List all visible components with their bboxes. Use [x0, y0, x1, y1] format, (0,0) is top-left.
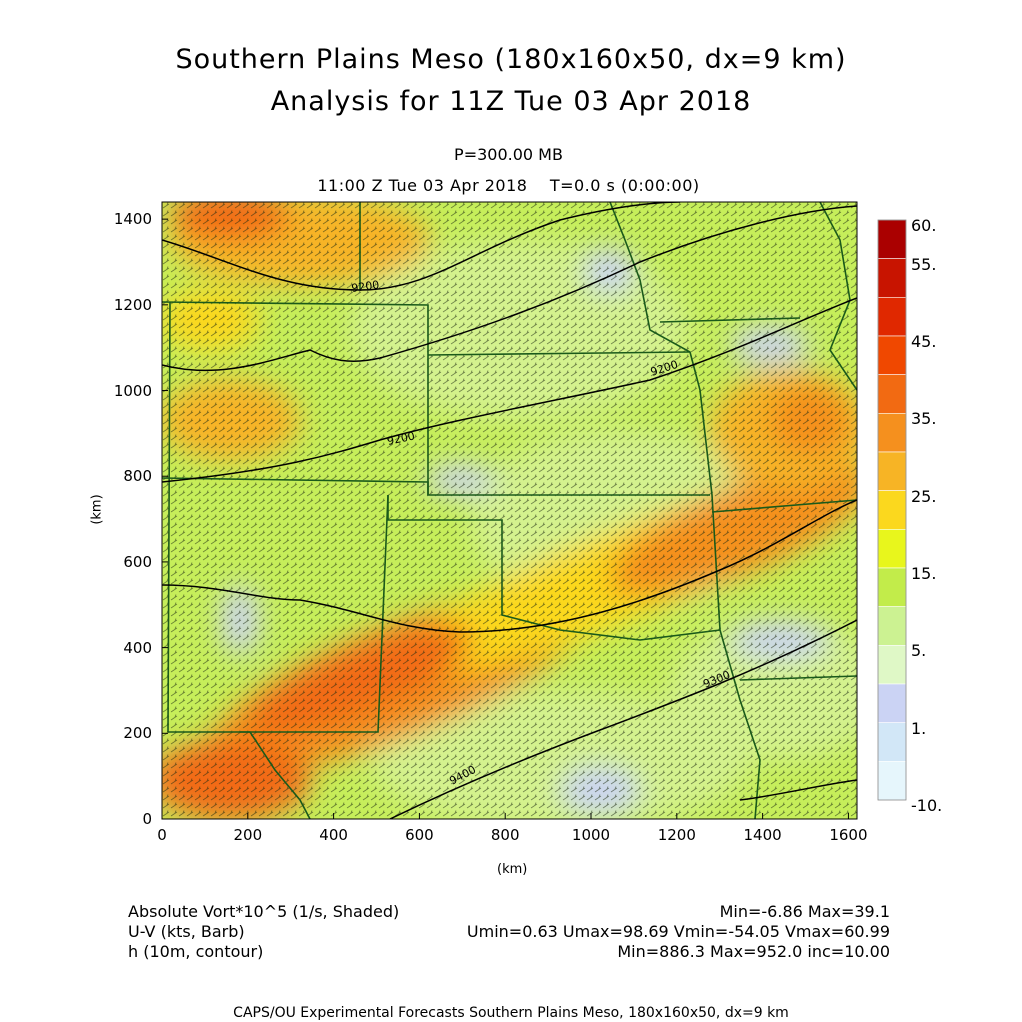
plot-frame [161, 201, 858, 820]
y-tick-label: 400 [123, 638, 152, 657]
colorbar-swatch [877, 761, 907, 801]
colorbar-swatch [877, 258, 907, 298]
colorbar-swatch [877, 722, 907, 762]
colorbar-label: -10. [911, 796, 943, 815]
valid-time: 11:00 Z Tue 03 Apr 2018 [317, 176, 528, 195]
x-axis-label: (km) [497, 862, 528, 877]
colorbar-swatch [877, 451, 907, 491]
colorbar-swatch [877, 529, 907, 569]
x-tick-label: 600 [405, 826, 434, 844]
contour-label: 9200 [351, 278, 381, 295]
x-tick-label: 1000 [571, 826, 611, 844]
vorticity-shading [162, 202, 857, 819]
colorbar-label: 25. [911, 486, 937, 506]
y-tick-label: 1000 [113, 381, 152, 400]
colorbar-swatch [877, 645, 907, 685]
colorbar-swatch [877, 413, 907, 453]
model-time: T=0.0 s (0:00:00) [549, 176, 700, 195]
valid-time-line: 11:00 Z Tue 03 Apr 2018 T=0.0 s (0:00:00… [160, 176, 857, 195]
colorbar-swatch [877, 606, 907, 646]
colorbar-swatch [877, 567, 907, 607]
field1-stats: Min=-6.86 Max=39.1 [719, 902, 890, 921]
state-borders [162, 202, 857, 819]
colorbar-label: 35. [911, 409, 937, 429]
height-contours [162, 202, 857, 819]
y-tick-label: 0 [142, 810, 152, 828]
field2-label: U-V (kts, Barb) [128, 922, 245, 941]
colorbar-label: 45. [911, 332, 937, 351]
colorbar-label: 5. [911, 641, 927, 661]
colorbar-frame [877, 219, 907, 801]
x-tick-label: 1200 [657, 826, 696, 844]
x-tick-label: 200 [233, 826, 263, 844]
colorbar [877, 219, 907, 801]
colorbar-swatch [877, 683, 907, 723]
colorbar-swatch [877, 490, 907, 530]
y-tick-label: 600 [123, 552, 152, 571]
colorbar-label: 15. [911, 564, 937, 583]
title-line-2: Analysis for 11Z Tue 03 Apr 2018 [270, 86, 752, 117]
colorbar-swatch [877, 297, 907, 337]
axis-ticks [161, 218, 849, 820]
y-tick-label: 1200 [113, 295, 152, 314]
y-axis-label: (km) [89, 494, 105, 525]
x-tick-label: 400 [319, 826, 348, 844]
x-tick-label: 800 [490, 826, 520, 844]
x-tick-label: 1400 [743, 826, 782, 844]
y-tick-label: 200 [123, 724, 152, 743]
colorbar-swatch [877, 219, 907, 259]
y-tick-label: 800 [123, 467, 152, 486]
colorbar-label: 60. [911, 216, 937, 235]
colorbar-label: 1. [911, 718, 927, 738]
colorbar-label: 55. [911, 254, 937, 274]
field2-stats: Umin=0.63 Umax=98.69 Vmin=-54.05 Vmax=60… [466, 922, 890, 941]
colorbar-swatch [877, 374, 907, 414]
field3-label: h (10m, contour) [128, 942, 264, 961]
x-tick-label: 0 [157, 826, 167, 844]
field3-stats: Min=886.3 Max=952.0 inc=10.00 [617, 942, 890, 961]
credit-line: CAPS/OU Experimental Forecasts Southern … [233, 1005, 789, 1021]
x-tick-label: 1600 [829, 826, 868, 844]
title-line-1: Southern Plains Meso (180x160x50, dx=9 k… [175, 44, 847, 75]
colorbar-swatch [877, 335, 907, 375]
contour-label: 9200 [386, 429, 416, 448]
level-label: P=300.00 MB [454, 145, 563, 164]
y-tick-label: 1400 [113, 210, 152, 229]
field1-label: Absolute Vort*10^5 (1/s, Shaded) [128, 902, 400, 921]
